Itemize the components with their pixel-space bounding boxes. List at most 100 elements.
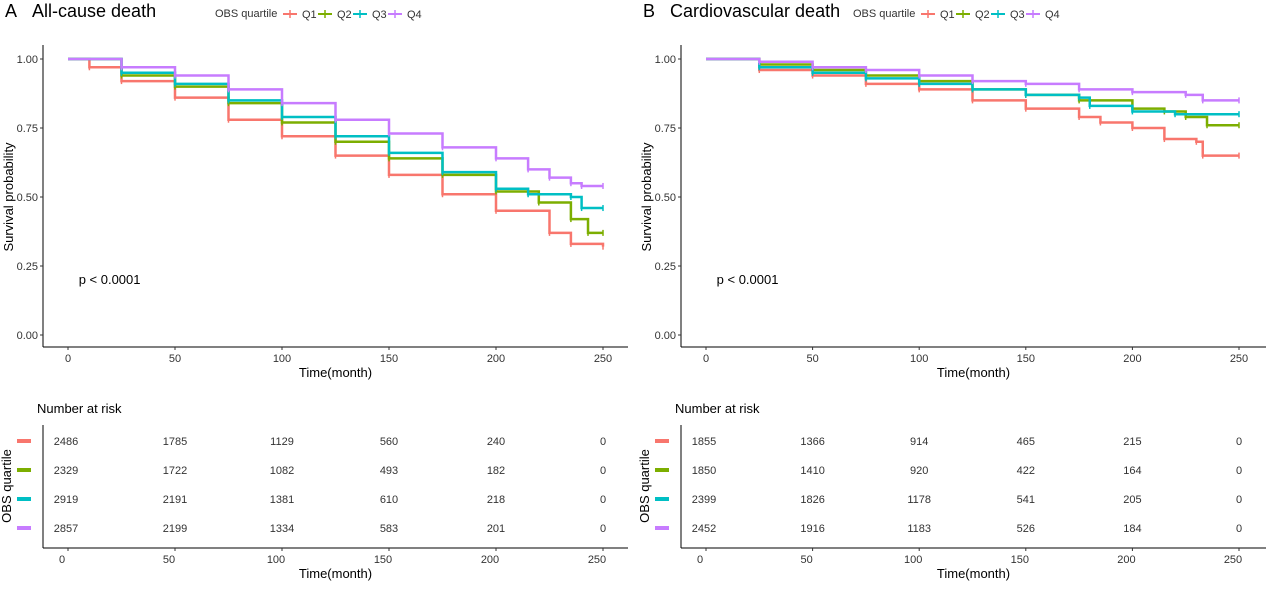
survival-curve-Q1 bbox=[706, 57, 1239, 157]
x-tick-label: 150 bbox=[380, 353, 398, 365]
risk-count: 1178 bbox=[907, 494, 931, 506]
risk-x-tick-label: 200 bbox=[1117, 554, 1135, 566]
risk-count: 1722 bbox=[163, 465, 187, 477]
risk-count: 1410 bbox=[800, 465, 824, 477]
risk-x-tick-label: 150 bbox=[1011, 554, 1029, 566]
risk-x-tick-label: 0 bbox=[59, 554, 65, 566]
risk-count: 2329 bbox=[54, 465, 78, 477]
risk-count: 0 bbox=[600, 465, 606, 477]
y-axis-label: Survival probability bbox=[639, 142, 654, 252]
y-tick-label: 0.00 bbox=[17, 330, 38, 342]
risk-count: 0 bbox=[1236, 465, 1242, 477]
risk-count: 1082 bbox=[270, 465, 294, 477]
risk-count: 0 bbox=[1236, 494, 1242, 506]
panel-letter: A bbox=[5, 1, 17, 21]
risk-count: 914 bbox=[910, 436, 928, 448]
legend-label: Q2 bbox=[337, 9, 352, 21]
risk-count: 1850 bbox=[692, 465, 716, 477]
y-tick-label: 0.25 bbox=[655, 261, 676, 273]
risk-count: 1855 bbox=[692, 436, 716, 448]
panel-title: Cardiovascular death bbox=[670, 1, 840, 21]
legend-label: Q4 bbox=[1045, 9, 1060, 21]
legend bbox=[921, 10, 1040, 18]
risk-count: 184 bbox=[1123, 523, 1141, 535]
risk-count: 583 bbox=[380, 523, 398, 535]
p-value: p < 0.0001 bbox=[717, 272, 779, 287]
legend-label: Q2 bbox=[975, 9, 990, 21]
risk-x-tick-label: 200 bbox=[481, 554, 499, 566]
panel-B: B bbox=[643, 1, 1266, 551]
legend-label: Q4 bbox=[407, 9, 422, 21]
x-tick-label: 200 bbox=[487, 353, 505, 365]
risk-table bbox=[655, 425, 1266, 551]
risk-count: 422 bbox=[1017, 465, 1035, 477]
risk-count: 2857 bbox=[54, 523, 78, 535]
risk-count: 2399 bbox=[692, 494, 716, 506]
risk-x-axis-label: Time(month) bbox=[937, 566, 1010, 581]
risk-x-tick-label: 250 bbox=[1224, 554, 1242, 566]
risk-x-tick-label: 50 bbox=[800, 554, 812, 566]
y-tick-label: 0.25 bbox=[17, 261, 38, 273]
legend-label: Q3 bbox=[1010, 9, 1025, 21]
risk-x-tick-label: 100 bbox=[904, 554, 922, 566]
risk-count: 164 bbox=[1123, 465, 1141, 477]
y-axis-label: Survival probability bbox=[1, 142, 16, 252]
risk-count: 1366 bbox=[800, 436, 824, 448]
risk-count: 541 bbox=[1017, 494, 1035, 506]
risk-count: 218 bbox=[487, 494, 505, 506]
risk-count: 2199 bbox=[163, 523, 187, 535]
risk-count: 205 bbox=[1123, 494, 1141, 506]
risk-table-ylabel: OBS quartile bbox=[637, 449, 652, 523]
risk-count: 2486 bbox=[54, 436, 78, 448]
risk-count: 201 bbox=[487, 523, 505, 535]
x-tick-label: 100 bbox=[910, 353, 928, 365]
risk-count: 2919 bbox=[54, 494, 78, 506]
risk-count: 1381 bbox=[270, 494, 294, 506]
risk-count: 182 bbox=[487, 465, 505, 477]
risk-count: 465 bbox=[1017, 436, 1035, 448]
y-tick-label: 1.00 bbox=[655, 54, 676, 66]
legend-label: Q3 bbox=[372, 9, 387, 21]
legend-label: Q1 bbox=[940, 9, 955, 21]
risk-count: 215 bbox=[1123, 436, 1141, 448]
risk-count: 1785 bbox=[163, 436, 187, 448]
risk-count: 0 bbox=[600, 436, 606, 448]
risk-count: 610 bbox=[380, 494, 398, 506]
p-value: p < 0.0001 bbox=[79, 272, 141, 287]
risk-count: 240 bbox=[487, 436, 505, 448]
survival-curve-Q4 bbox=[68, 57, 603, 188]
y-tick-label: 0.50 bbox=[17, 192, 38, 204]
y-tick-label: 0.75 bbox=[17, 123, 38, 135]
x-tick-label: 250 bbox=[1230, 353, 1248, 365]
risk-table-title: Number at risk bbox=[675, 401, 760, 416]
risk-count: 1334 bbox=[270, 523, 294, 535]
x-tick-label: 0 bbox=[65, 353, 71, 365]
risk-count: 0 bbox=[600, 494, 606, 506]
x-tick-label: 50 bbox=[806, 353, 818, 365]
risk-count: 1183 bbox=[907, 523, 931, 535]
legend-label: Q1 bbox=[302, 9, 317, 21]
panel-A: A bbox=[5, 1, 628, 551]
risk-x-axis-label: Time(month) bbox=[299, 566, 372, 581]
risk-count: 0 bbox=[600, 523, 606, 535]
risk-count: 560 bbox=[380, 436, 398, 448]
risk-count: 920 bbox=[910, 465, 928, 477]
x-tick-label: 0 bbox=[703, 353, 709, 365]
risk-table-title: Number at risk bbox=[37, 401, 122, 416]
legend bbox=[283, 10, 402, 18]
x-axis-label: Time(month) bbox=[937, 365, 1010, 380]
risk-count: 1916 bbox=[800, 523, 824, 535]
risk-count: 0 bbox=[1236, 523, 1242, 535]
y-tick-label: 0.00 bbox=[655, 330, 676, 342]
legend-title: OBS quartile bbox=[853, 8, 915, 20]
risk-count: 2191 bbox=[163, 494, 187, 506]
risk-count: 1129 bbox=[270, 436, 294, 448]
risk-table bbox=[17, 425, 628, 551]
risk-table-ylabel: OBS quartile bbox=[0, 449, 14, 523]
y-tick-label: 0.75 bbox=[655, 123, 676, 135]
risk-x-tick-label: 0 bbox=[697, 554, 703, 566]
x-tick-label: 200 bbox=[1123, 353, 1141, 365]
risk-x-tick-label: 50 bbox=[163, 554, 175, 566]
y-tick-label: 1.00 bbox=[17, 54, 38, 66]
